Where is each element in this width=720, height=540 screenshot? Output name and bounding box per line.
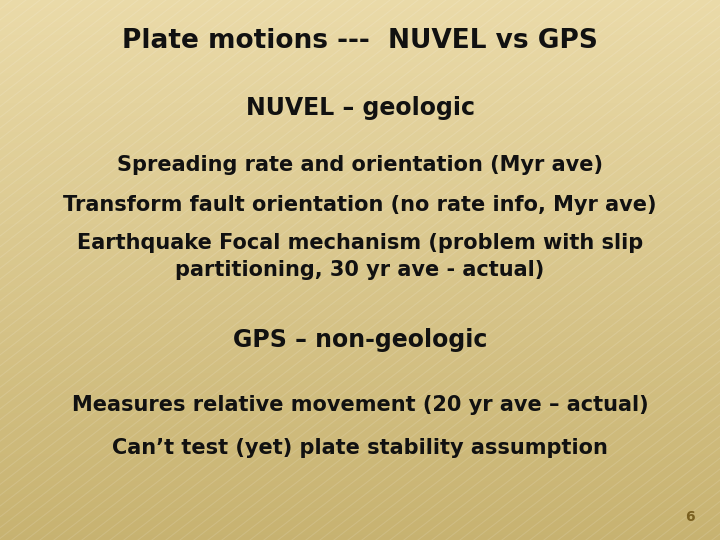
Text: Transform fault orientation (no rate info, Myr ave): Transform fault orientation (no rate inf…	[63, 195, 657, 215]
Text: Spreading rate and orientation (Myr ave): Spreading rate and orientation (Myr ave)	[117, 154, 603, 175]
Text: Can’t test (yet) plate stability assumption: Can’t test (yet) plate stability assumpt…	[112, 438, 608, 458]
Text: GPS – non-geologic: GPS – non-geologic	[233, 328, 487, 352]
Text: 6: 6	[685, 510, 695, 524]
Text: Plate motions ---  NUVEL vs GPS: Plate motions --- NUVEL vs GPS	[122, 28, 598, 53]
Text: NUVEL – geologic: NUVEL – geologic	[246, 96, 474, 120]
Text: Earthquake Focal mechanism (problem with slip
partitioning, 30 yr ave - actual): Earthquake Focal mechanism (problem with…	[77, 233, 643, 280]
Text: Measures relative movement (20 yr ave – actual): Measures relative movement (20 yr ave – …	[72, 395, 648, 415]
